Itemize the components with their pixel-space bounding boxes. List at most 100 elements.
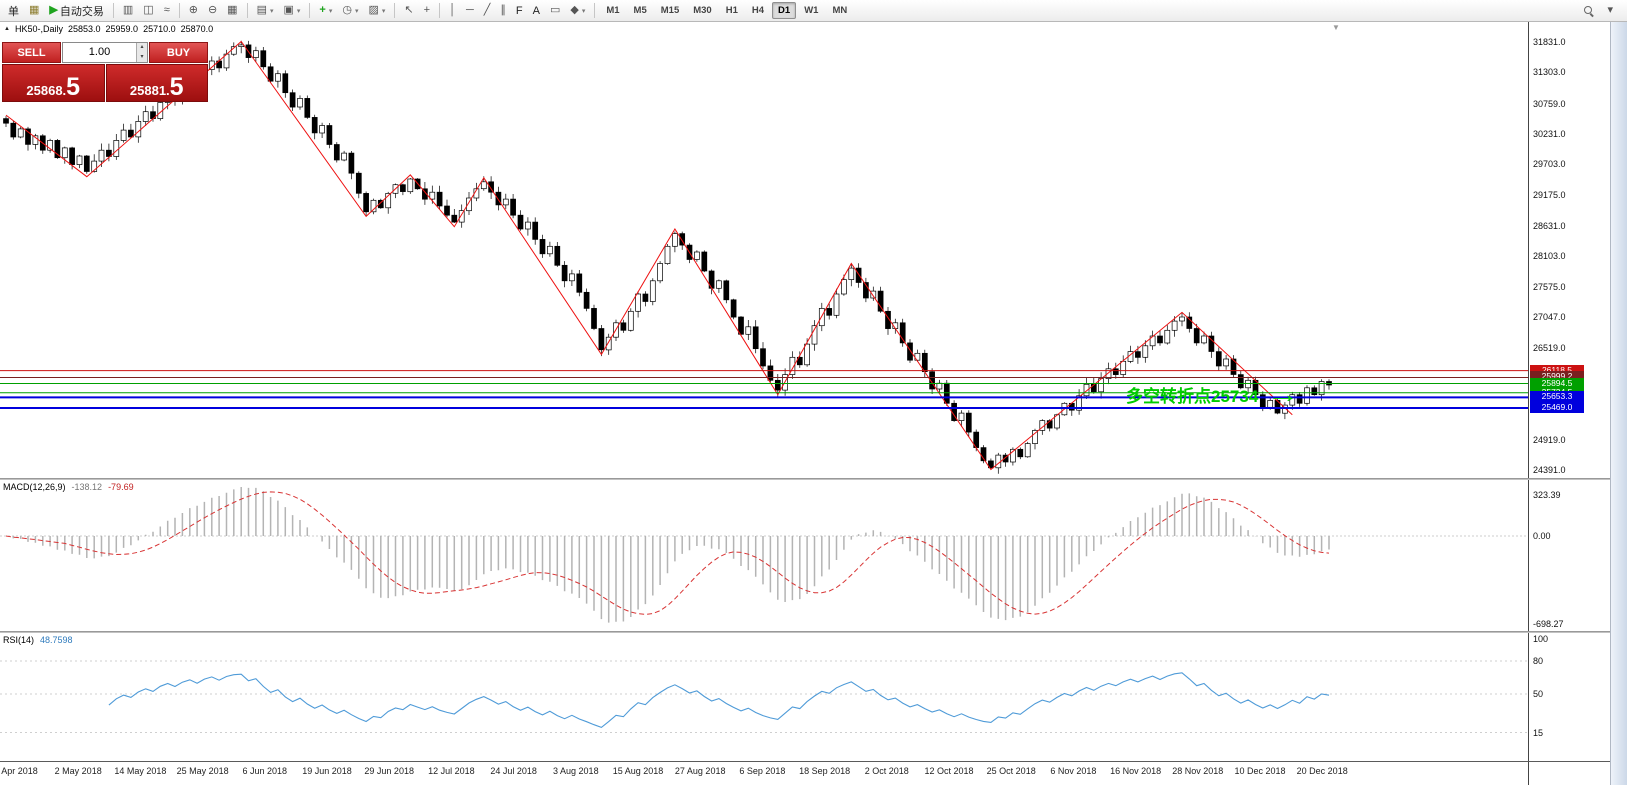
- price-axis-label: 29175.0: [1533, 189, 1566, 200]
- hline-price-chip: 25469.0: [1530, 401, 1584, 413]
- symbol-title: HK50-,Daily: [14, 24, 63, 34]
- toolbar-separator: [178, 3, 180, 18]
- autotrading-button[interactable]: ▶ 自动交易: [44, 2, 108, 20]
- dropdown-caret-icon: ▾: [296, 7, 301, 15]
- zoom-out-button[interactable]: ⊖: [203, 2, 222, 20]
- chart-annotation[interactable]: 多空转折点25734 →: [1126, 382, 1300, 407]
- macd-pane[interactable]: MACD(12,26,9) -138.12 -79.69: [0, 480, 1528, 631]
- line-chart-button[interactable]: ≈: [159, 2, 175, 20]
- hline-price-chip: 25894.5: [1530, 377, 1584, 389]
- buy-button[interactable]: BUY: [149, 42, 208, 63]
- macd-canvas[interactable]: [0, 480, 1528, 631]
- rsi-axis-label: 50: [1533, 689, 1544, 699]
- date-axis-label: 3 Aug 2018: [553, 766, 599, 776]
- shapes-button[interactable]: ◆ ▾: [565, 2, 590, 20]
- symbol-collapse-icon[interactable]: ▲: [4, 26, 10, 32]
- new-order-button-label: 单: [8, 5, 19, 18]
- templates-button[interactable]: ▨ ▾: [364, 2, 391, 20]
- toolbar: 单 ▦ ▶ 自动交易 ▥ ◫ ≈ ⊕ ⊖ ▦ ▤ ▾ ▣ ▾ + ▾ ◷ ▾ ▨ ▾ ↖ + │ ─ ╱ ∥ F A ▭ ◆ ▾ M1 M5 M1…: [0, 0, 1627, 22]
- pane-divider[interactable]: [0, 478, 1610, 480]
- window-menu-button[interactable]: ▾: [1602, 2, 1618, 20]
- toolbar-separator: [112, 3, 114, 18]
- volume-stepper[interactable]: 1.00 ▴ ▾: [62, 42, 148, 63]
- candlestick-chart-button[interactable]: ◫: [138, 2, 158, 20]
- symbol-ohlc-header: ▲ HK50-,Daily 25853.0 25959.0 25710.0 25…: [4, 24, 213, 34]
- line-chart-icon: ≈: [163, 4, 170, 16]
- crosshair-icon: +: [423, 4, 431, 16]
- chart-shift-marker-icon[interactable]: ▼: [1332, 23, 1340, 32]
- right-scrollbar[interactable]: [1610, 22, 1627, 785]
- price-chart-pane[interactable]: ▲ HK50-,Daily 25853.0 25959.0 25710.0 25…: [0, 22, 1528, 478]
- pane-divider[interactable]: [0, 631, 1610, 633]
- text-tool-button[interactable]: A: [528, 2, 545, 20]
- label-tool-button[interactable]: ▭: [545, 2, 565, 20]
- new-chart-button[interactable]: ▤ ▾: [252, 2, 279, 20]
- date-axis-label: 6 Nov 2018: [1050, 766, 1097, 776]
- trendline-icon: ╱: [483, 4, 491, 16]
- timeframe-m30-button[interactable]: M30: [693, 5, 712, 16]
- rsi-pane[interactable]: RSI(14) 48.7598: [0, 633, 1528, 761]
- timeframe-m5-button[interactable]: M5: [633, 5, 647, 16]
- shapes-icon: ◆: [570, 4, 579, 16]
- date-axis-label: 16 Nov 2018: [1110, 766, 1162, 776]
- rsi-canvas[interactable]: [0, 633, 1528, 761]
- bar-chart-icon: ▥: [122, 4, 134, 16]
- price-chart-canvas[interactable]: [0, 22, 1528, 478]
- toolbar-separator: [394, 3, 396, 18]
- timeframe-h1-button[interactable]: H1: [725, 5, 738, 16]
- sell-price-display[interactable]: 25868. 5: [2, 64, 105, 102]
- volume-down-button[interactable]: ▾: [137, 52, 147, 62]
- price-axis-label: 30231.0: [1533, 129, 1566, 140]
- horizontal-line-button[interactable]: ─: [461, 2, 479, 20]
- timeframe-w1-button[interactable]: W1: [804, 5, 819, 16]
- ohlc-high: 25959.0: [105, 24, 139, 34]
- add-indicator-button[interactable]: + ▾: [314, 2, 337, 20]
- channel-button[interactable]: ∥: [495, 2, 511, 20]
- trendline-button[interactable]: ╱: [479, 2, 496, 20]
- add-indicator-icon: +: [319, 4, 326, 16]
- tile-windows-button[interactable]: ▦: [222, 2, 242, 20]
- autotrading-button-label: 自动交易: [59, 5, 104, 18]
- date-axis[interactable]: 9 Apr 2018 2 May 2018 14 May 2018 25 May 20…: [0, 762, 1528, 785]
- date-axis-label: 6 Jun 2018: [242, 766, 288, 776]
- volume-up-button[interactable]: ▴: [137, 43, 147, 53]
- buy-price-display[interactable]: 25881. 5: [105, 64, 208, 102]
- bar-chart-button[interactable]: ▥: [118, 2, 138, 20]
- timeframe-m1-button[interactable]: M1: [606, 5, 620, 16]
- cursor-button[interactable]: ↖: [399, 2, 418, 20]
- macd-axis-label: 323.39: [1533, 490, 1561, 501]
- templates-icon: ▨: [368, 4, 379, 16]
- profiles-button[interactable]: ▣ ▾: [279, 2, 306, 20]
- find-symbol-button[interactable]: [1579, 2, 1599, 20]
- price-axis-label: 30759.0: [1533, 98, 1566, 109]
- fibonacci-button[interactable]: F: [511, 2, 528, 20]
- macd-axis-label: -698.27: [1533, 619, 1564, 629]
- date-axis-label: 9 Apr 2018: [0, 766, 38, 776]
- toolbar-separator: [309, 3, 311, 18]
- timeframe-m15-button[interactable]: M15: [660, 5, 680, 16]
- price-axis-label: 29703.0: [1533, 159, 1566, 170]
- volume-value[interactable]: 1.00: [88, 46, 111, 58]
- periods-button[interactable]: ◷ ▾: [337, 2, 363, 20]
- date-axis-label: 12 Jul 2018: [428, 766, 475, 776]
- vertical-line-button[interactable]: │: [444, 2, 461, 20]
- autotrading-icon: ▶: [49, 4, 58, 16]
- price-axis-label: 27047.0: [1533, 312, 1566, 323]
- timeframe-h4-button[interactable]: H4: [751, 5, 765, 16]
- candlestick-chart-icon: ◫: [143, 4, 154, 16]
- sell-button[interactable]: SELL: [2, 42, 61, 63]
- tile-windows-icon: ▦: [227, 4, 238, 16]
- zoom-in-button[interactable]: ⊕: [184, 2, 203, 20]
- price-axis[interactable]: 31831.0 31303.0 30759.0 30231.0 29703.0 29175…: [1528, 22, 1610, 785]
- sell-price-big-digit: 5: [66, 72, 81, 101]
- timeframe-d1-button[interactable]: D1: [772, 2, 797, 19]
- price-axis-label: 31303.0: [1533, 67, 1566, 78]
- toolbar-right: ▾: [1579, 2, 1624, 20]
- annotation-arrow-icon: →: [1266, 381, 1300, 407]
- dropdown-caret-icon: ▾: [581, 7, 586, 15]
- macd-main-value: -138.12: [71, 482, 103, 492]
- new-order-button[interactable]: 单: [3, 2, 24, 20]
- timeframe-mn-button[interactable]: MN: [832, 5, 848, 16]
- chart-window-button[interactable]: ▦: [24, 2, 44, 20]
- crosshair-button[interactable]: +: [419, 2, 435, 20]
